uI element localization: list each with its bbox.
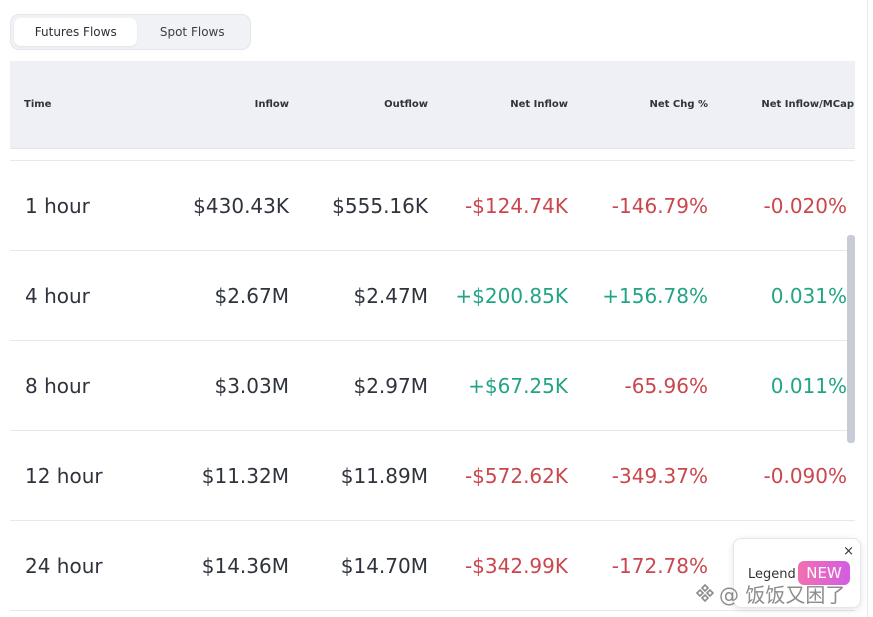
cell-net-inflow: -$124.74K	[464, 193, 568, 218]
legend-popup[interactable]: × Legend NEW	[733, 538, 861, 608]
cell-inflow: $14.36M	[201, 553, 289, 578]
cell-net-inflow: +$67.25K	[468, 373, 568, 398]
cell-net-inflow: -$572.62K	[464, 463, 568, 488]
cell-inflow: $11.32M	[201, 463, 289, 488]
cell-net-chg: +156.78%	[602, 283, 708, 308]
cell-net-chg: -146.79%	[611, 193, 708, 218]
table-header: Time Inflow Outflow Net Inflow Net Chg %…	[10, 61, 855, 149]
watermark-text: @ 饭饭又困了	[719, 582, 846, 607]
cell-outflow: $2.47M	[353, 283, 428, 308]
new-badge: NEW	[798, 561, 850, 585]
cell-time: 8 hour	[25, 373, 90, 398]
flow-tabs: Futures Flows Spot Flows	[10, 14, 251, 50]
cell-time: 24 hour	[25, 553, 103, 578]
tab-spot-flows[interactable]: Spot Flows	[159, 25, 225, 39]
cell-net-chg: -172.78%	[611, 553, 708, 578]
cell-time: 4 hour	[25, 283, 90, 308]
legend-label: Legend	[748, 567, 796, 582]
cell-inflow: $3.03M	[214, 373, 289, 398]
header-time[interactable]: Time	[24, 99, 52, 110]
cell-net-mcap: 0.031%	[770, 283, 847, 308]
card-edge	[867, 0, 873, 617]
cell-net-mcap: -0.020%	[763, 193, 847, 218]
cell-net-inflow: +$200.85K	[455, 283, 568, 308]
cell-outflow: $14.70M	[340, 553, 428, 578]
cell-net-mcap: 0.011%	[770, 373, 847, 398]
cell-outflow: $11.89M	[340, 463, 428, 488]
tab-futures-flows[interactable]: Futures Flows	[14, 18, 138, 46]
header-net-inflow-mcap[interactable]: Net Inflow/MCap	[761, 99, 854, 110]
flows-table: Time Inflow Outflow Net Inflow Net Chg %…	[10, 61, 855, 611]
header-outflow[interactable]: Outflow	[384, 99, 428, 110]
cell-net-chg: -349.37%	[611, 463, 708, 488]
header-spacer	[10, 149, 855, 161]
cell-outflow: $2.97M	[353, 373, 428, 398]
close-icon[interactable]: ×	[843, 544, 854, 559]
cell-outflow: $555.16K	[332, 193, 428, 218]
cell-net-chg: -65.96%	[624, 373, 708, 398]
header-inflow[interactable]: Inflow	[254, 99, 289, 110]
cell-net-mcap: -0.090%	[763, 463, 847, 488]
cell-inflow: $2.67M	[214, 283, 289, 308]
cell-time: 1 hour	[25, 193, 90, 218]
scrollbar-thumb[interactable]	[847, 235, 855, 443]
cell-time: 12 hour	[25, 463, 103, 488]
table-row: 12 hour $11.32M $11.89M -$572.62K -349.3…	[10, 431, 855, 521]
binance-logo-icon	[695, 583, 715, 603]
cell-inflow: $430.43K	[193, 193, 289, 218]
watermark: @ 饭饭又困了	[695, 578, 845, 608]
table-row: 4 hour $2.67M $2.47M +$200.85K +156.78% …	[10, 251, 855, 341]
table-row: 8 hour $3.03M $2.97M +$67.25K -65.96% 0.…	[10, 341, 855, 431]
header-net-chg[interactable]: Net Chg %	[649, 99, 708, 110]
cell-net-inflow: -$342.99K	[464, 553, 568, 578]
table-row: 24 hour $14.36M $14.70M -$342.99K -172.7…	[10, 521, 855, 611]
table-row: 1 hour $430.43K $555.16K -$124.74K -146.…	[10, 161, 855, 251]
header-net-inflow[interactable]: Net Inflow	[510, 99, 568, 110]
